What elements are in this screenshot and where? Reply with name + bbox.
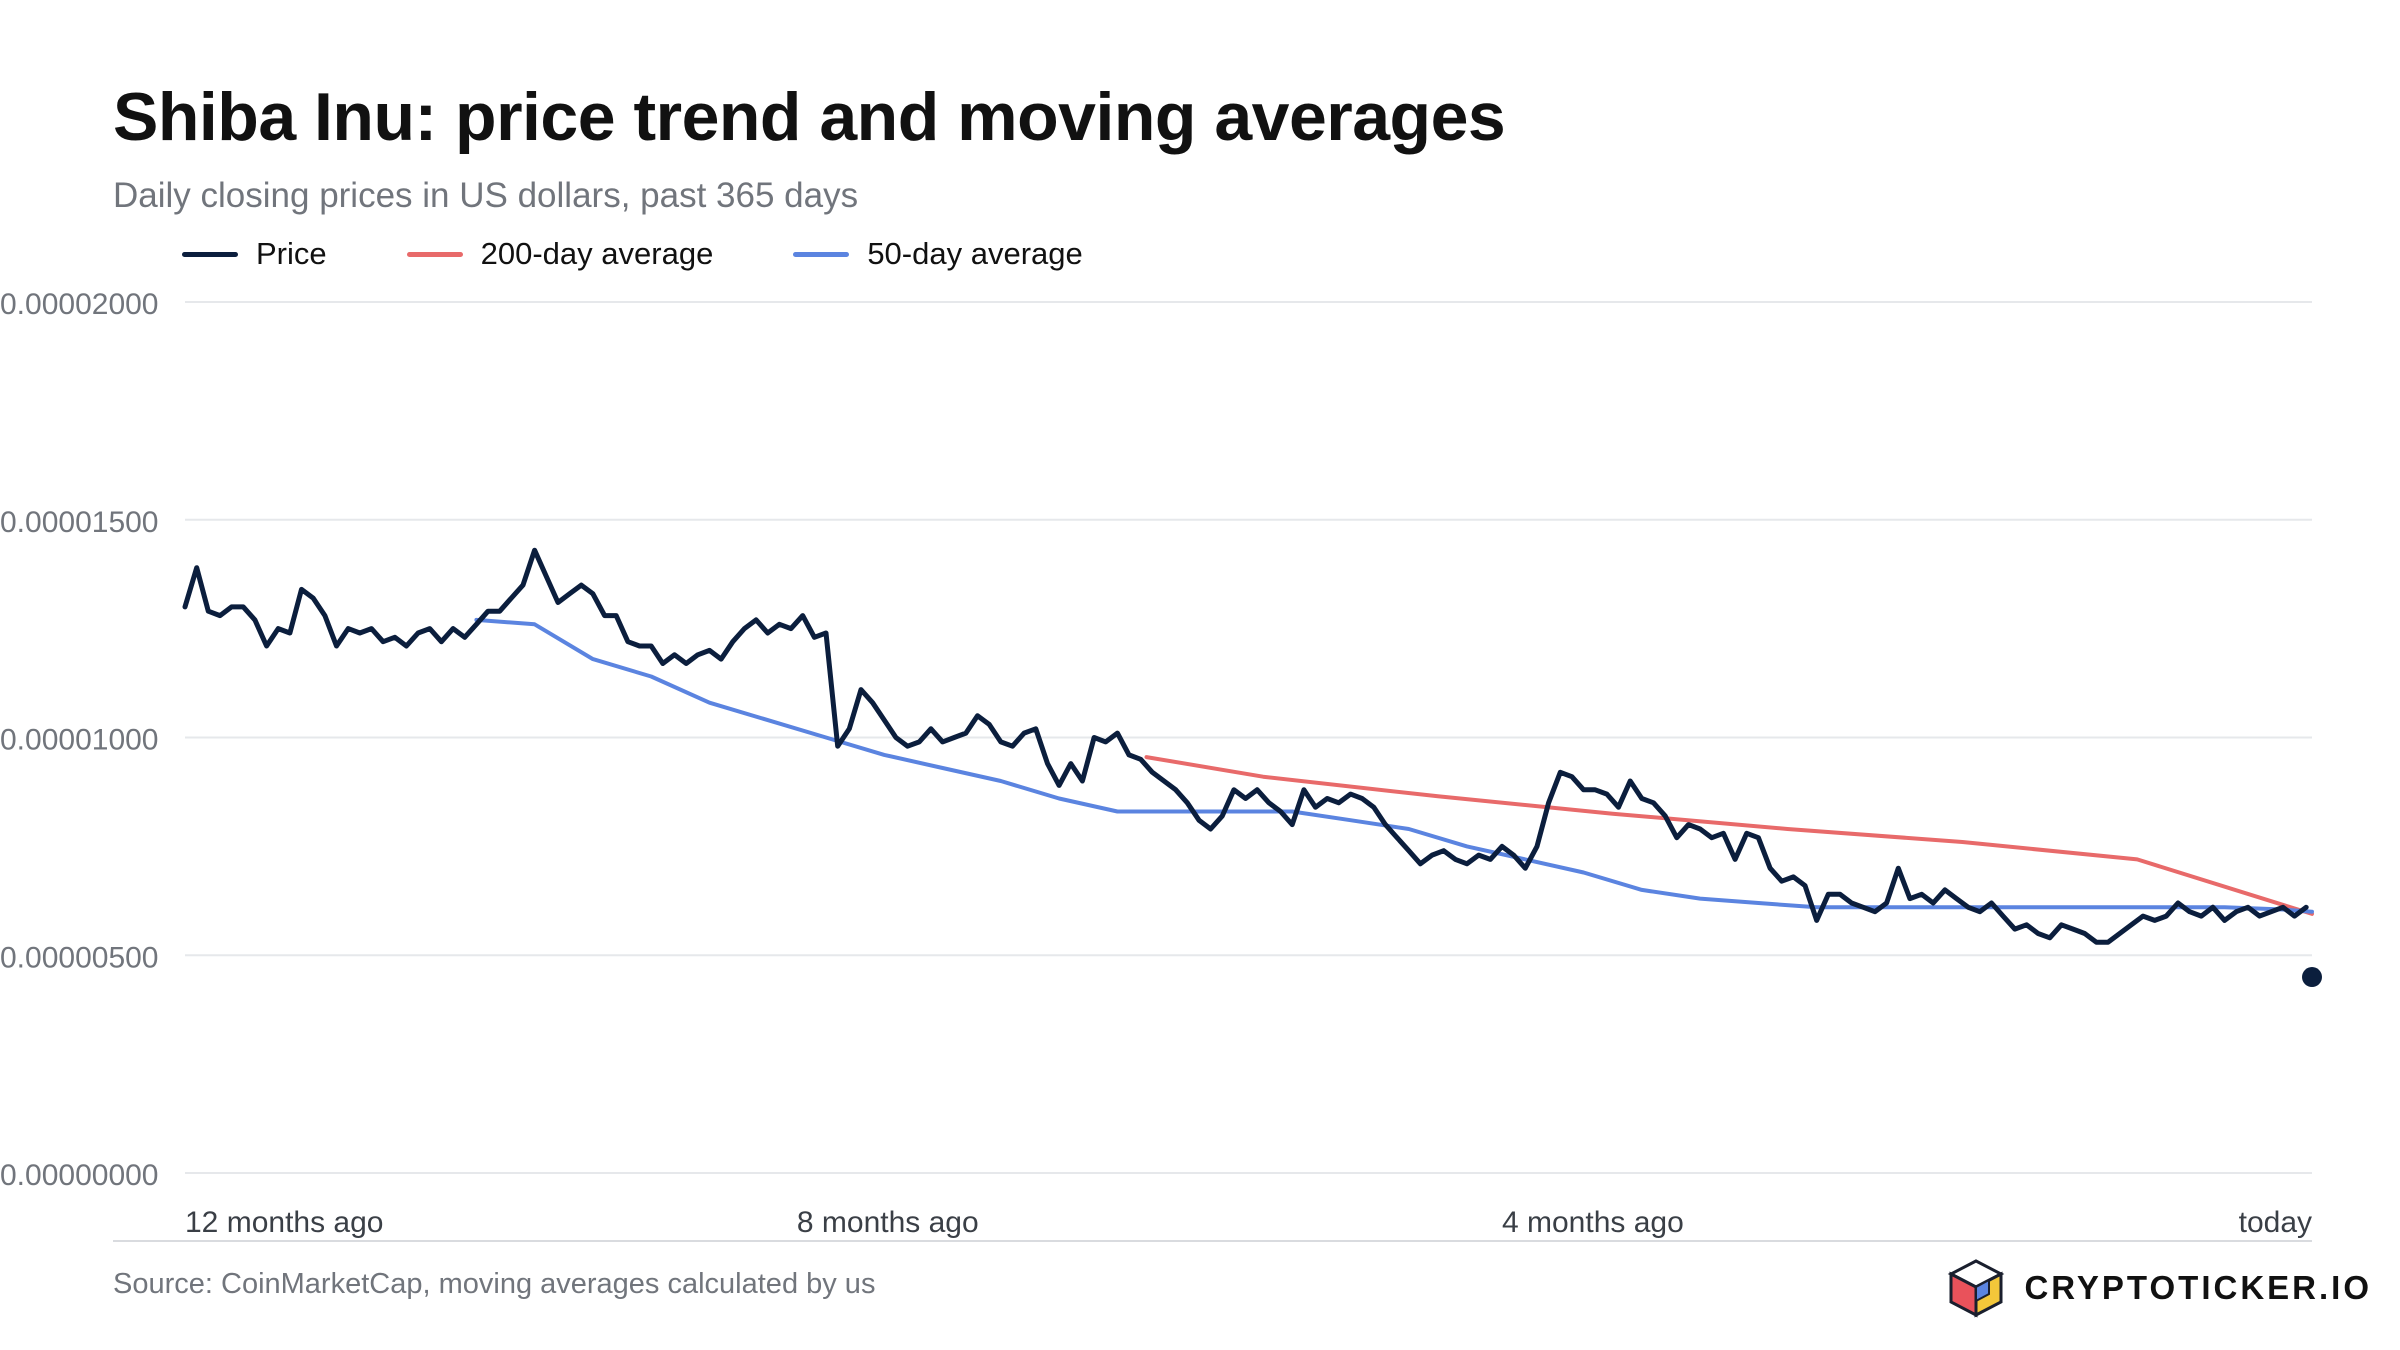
y-tick-label: 0.00000000	[0, 1159, 159, 1192]
legend-swatch-price	[182, 251, 238, 257]
series-line-200-day-average	[1144, 755, 2314, 916]
chart-legend: Price 200-day average 50-day average	[182, 234, 1163, 274]
brand-name: CRYPTOTICKER.IO	[2024, 1269, 2372, 1306]
source-note: Source: CoinMarketCap, moving averages c…	[113, 1268, 876, 1300]
y-tick-label: 0.00001000	[0, 724, 159, 757]
price-end-marker	[2302, 967, 2322, 988]
brand-logo: CRYPTOTICKER.IO	[1946, 1258, 2372, 1318]
legend-swatch-50-day	[793, 251, 850, 257]
legend-item-50-day: 50-day average	[793, 236, 1083, 272]
legend-item-200-day: 200-day average	[406, 236, 714, 272]
chart-title: Shiba Inu: price trend and moving averag…	[113, 79, 1506, 155]
y-tick-label: 0.00002000	[0, 288, 159, 321]
x-tick-label: 4 months ago	[1502, 1206, 1684, 1239]
x-tick-label: 8 months ago	[797, 1206, 979, 1239]
legend-swatch-200-day	[406, 251, 463, 257]
y-tick-label: 0.00000500	[0, 941, 159, 974]
legend-label-200-day: 200-day average	[480, 236, 714, 271]
series-line-50-day-average	[474, 617, 2314, 914]
x-tick-label: today	[2239, 1206, 2312, 1239]
legend-label-price: Price	[256, 236, 327, 271]
series-line-price	[182, 547, 2309, 945]
cube-logo-icon	[1948, 1259, 2005, 1318]
chart-subtitle: Daily closing prices in US dollars, past…	[113, 176, 859, 215]
y-tick-label: 0.00001500	[0, 506, 159, 539]
x-tick-label: 12 months ago	[185, 1206, 383, 1239]
legend-label-50-day: 50-day average	[867, 236, 1083, 271]
legend-item-price: Price	[182, 236, 327, 272]
